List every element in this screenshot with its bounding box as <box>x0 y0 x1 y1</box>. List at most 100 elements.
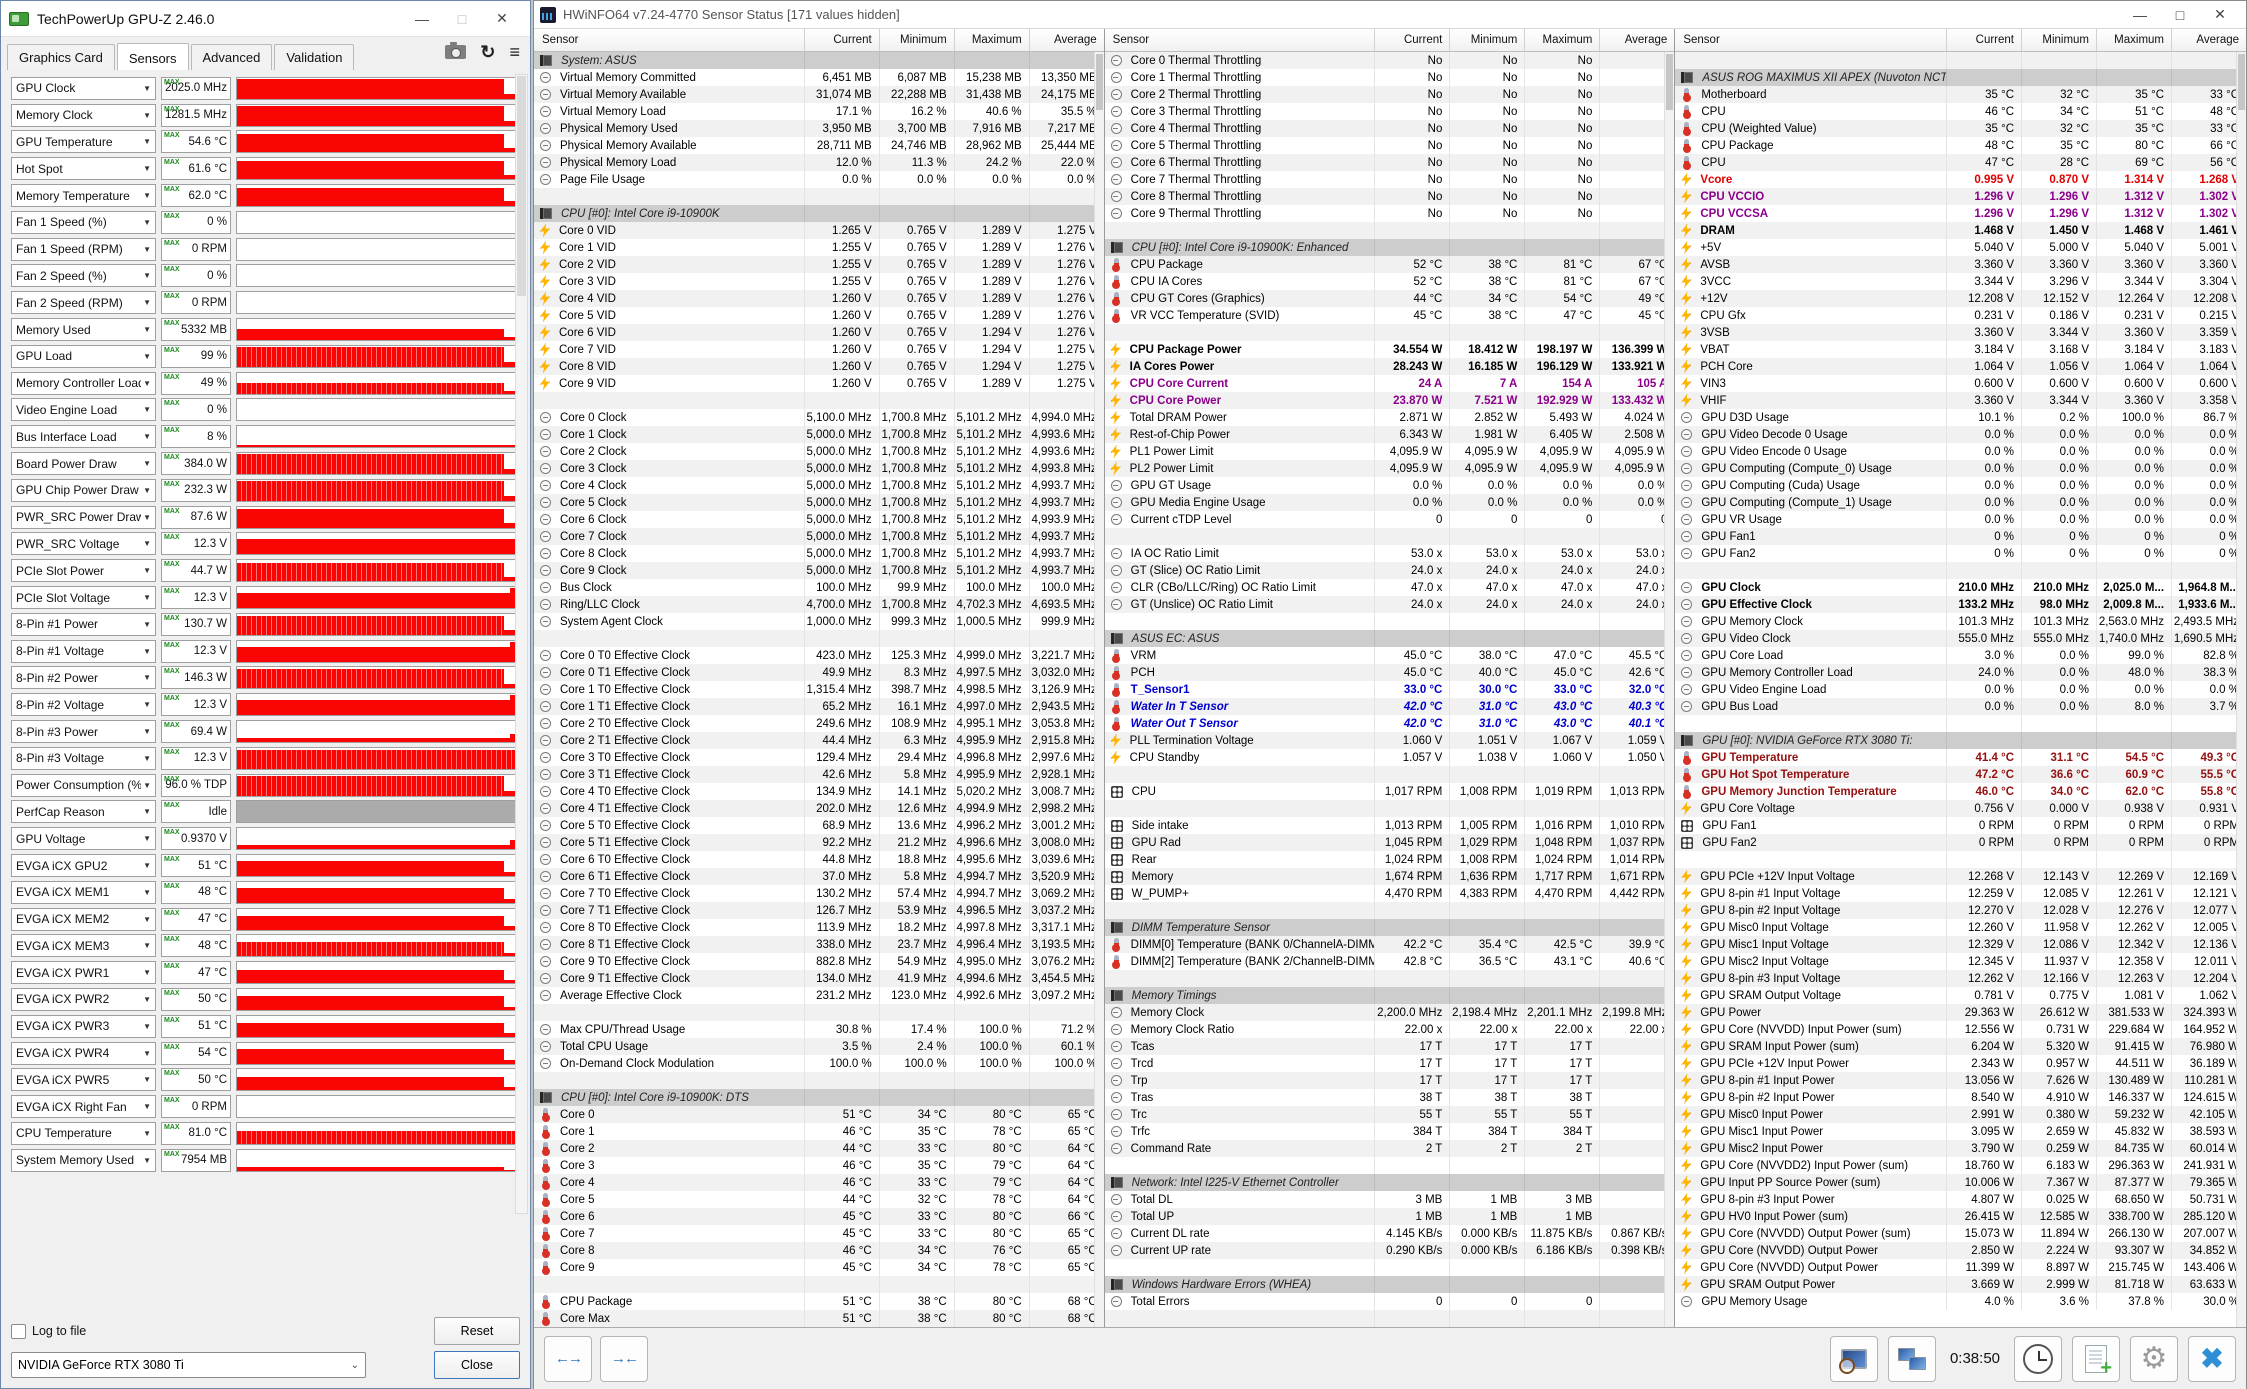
column-header-maximum[interactable]: Maximum <box>2096 29 2171 51</box>
sensor-select-dropdown[interactable]: Memory Temperature ▼ <box>11 184 156 208</box>
sensor-row[interactable]: GPU Core Voltage 0.756 V 0.000 V 0.938 V 0.9… <box>1675 800 2247 817</box>
sensor-row[interactable]: Water Out T Sensor 42.0 °C 31.0 °C 43.0 °C 4… <box>1104 715 1675 732</box>
sensor-value-box[interactable]: MAX 51 °C <box>161 1014 231 1038</box>
sensor-row[interactable]: Trc 55 T 55 T 55 T <box>1104 1106 1675 1123</box>
sensor-select-dropdown[interactable]: Video Engine Load ▼ <box>11 398 156 422</box>
sensor-row[interactable]: CPU Package 52 °C 38 °C 81 °C 67 °C <box>1104 256 1675 273</box>
sensor-row[interactable]: VIN3 0.600 V 0.600 V 0.600 V 0.600 V <box>1675 375 2247 392</box>
sensor-select-dropdown[interactable]: Fan 2 Speed (RPM) ▼ <box>11 291 156 315</box>
settings-button[interactable]: ⚙ <box>2130 1335 2178 1382</box>
sensor-row[interactable]: Physical Memory Used 3,950 MB 3,700 MB 7,91… <box>534 120 1104 137</box>
column-header-maximum[interactable]: Maximum <box>1524 29 1599 51</box>
sensor-row[interactable]: Core 7 T0 Effective Clock 130.2 MHz 57.4 M… <box>534 885 1104 902</box>
sensor-row[interactable]: GPU Video Encode 0 Usage 0.0 % 0.0 % 0.0 % 0… <box>1675 443 2247 460</box>
sensor-value-box[interactable]: MAX 54 °C <box>161 1041 231 1065</box>
sensor-row[interactable]: Average Effective Clock 231.2 MHz 123.0 MH… <box>534 987 1104 1004</box>
sensor-row[interactable]: Memory Clock 2,200.0 MHz 2,198.4 MHz 2,201.… <box>1104 1004 1675 1021</box>
minimize-icon[interactable]: — <box>415 10 429 27</box>
sensor-row[interactable]: CPU (Weighted Value) 35 °C 32 °C 35 °C 33 °C <box>1675 120 2247 137</box>
expand-columns-button[interactable]: ←→ <box>544 1335 592 1382</box>
sensor-value-box[interactable]: MAX 0 RPM <box>161 1095 231 1119</box>
sensor-row[interactable]: +5V 5.040 V 5.000 V 5.040 V 5.001 V <box>1675 239 2247 256</box>
sensor-row[interactable]: GPU Memory Clock 101.3 MHz 101.3 MHz 2,563.… <box>1675 613 2247 630</box>
sensor-value-box[interactable]: MAX 87.6 W <box>161 505 231 529</box>
sensor-row[interactable]: GPU Core (NVVDD) Output Power (sum) 15.07… <box>1675 1225 2247 1242</box>
sensor-select-dropdown[interactable]: 8-Pin #3 Power ▼ <box>11 720 156 744</box>
sensor-row[interactable]: GPU Computing (Cuda) Usage 0.0 % 0.0 % 0.0 … <box>1675 477 2247 494</box>
tab-sensors[interactable]: Sensors <box>116 43 189 71</box>
sensor-row[interactable]: GPU Hot Spot Temperature 47.2 °C 36.6 °C 60… <box>1675 766 2247 783</box>
sensor-row[interactable]: CPU 1,017 RPM 1,008 RPM 1,019 RPM 1,013 RPM <box>1104 783 1675 800</box>
sensor-value-box[interactable]: MAX Idle <box>161 800 231 824</box>
sensor-row[interactable]: Core 0 T1 Effective Clock 49.9 MHz 8.3 MHz… <box>534 664 1104 681</box>
sensor-row[interactable]: Current cTDP Level0000 <box>1104 511 1675 528</box>
column-header-minimum[interactable]: Minimum <box>2021 29 2096 51</box>
refresh-icon[interactable]: ↻ <box>480 42 496 62</box>
maximize-icon[interactable]: □ <box>457 10 467 27</box>
sensor-row[interactable]: GPU Power 29.363 W 26.612 W 381.533 W 324.39… <box>1675 1004 2247 1021</box>
sensor-row[interactable]: Memory 1,674 RPM 1,636 RPM 1,717 RPM 1,671 R… <box>1104 868 1675 885</box>
sensor-row[interactable]: GPU Fan1 0 RPM 0 RPM 0 RPM 0 RPM <box>1675 817 2247 834</box>
sensor-row[interactable]: GPU Misc1 Input Power 3.095 W 2.659 W 45.83… <box>1675 1123 2247 1140</box>
gpuz-scrollbar[interactable] <box>515 74 528 1214</box>
sensor-row[interactable]: PL1 Power Limit 4,095.9 W 4,095.9 W 4,095.9… <box>1104 443 1675 460</box>
sensor-row[interactable]: GPU HV0 Input Power (sum) 26.415 W 12.585 … <box>1675 1208 2247 1225</box>
column-header-minimum[interactable]: Minimum <box>1449 29 1524 51</box>
sensor-row[interactable]: Core 9 Thermal Throttling No No No <box>1104 205 1675 222</box>
sensor-select-dropdown[interactable]: CPU Temperature ▼ <box>11 1121 156 1145</box>
sensor-row[interactable]: Max CPU/Thread Usage 30.8 % 17.4 % 100.0 % 7… <box>534 1021 1104 1038</box>
sensor-row[interactable]: Core 9 T0 Effective Clock 882.8 MHz 54.9 M… <box>534 953 1104 970</box>
sensor-row[interactable]: GPU Memory Junction Temperature 46.0 °C 34… <box>1675 783 2247 800</box>
log-to-file-checkbox[interactable]: Log to file <box>11 1323 86 1339</box>
sensor-row[interactable]: Tras 38 T 38 T 38 T <box>1104 1089 1675 1106</box>
sensor-row[interactable]: Core 0 Clock 5,100.0 MHz 1,700.8 MHz 5,101.… <box>534 409 1104 426</box>
sensor-select-dropdown[interactable]: GPU Load ▼ <box>11 344 156 368</box>
sensor-row[interactable]: Core 8 46 °C 34 °C 76 °C 65 °C <box>534 1242 1104 1259</box>
sensor-select-dropdown[interactable]: 8-Pin #2 Power ▼ <box>11 666 156 690</box>
panel-scrollbar[interactable] <box>1093 52 1104 1327</box>
sensor-row[interactable]: GPU Fan1 0 % 0 % 0 % 0 % <box>1675 528 2247 545</box>
panel-scrollbar[interactable] <box>1664 52 1675 1327</box>
sensor-select-dropdown[interactable]: GPU Chip Power Draw ▼ <box>11 478 156 502</box>
sensor-row[interactable]: Current DL rate 4.145 KB/s 0.000 KB/s 11.87… <box>1104 1225 1675 1242</box>
sensor-row[interactable]: CPU IA Cores 52 °C 38 °C 81 °C 67 °C <box>1104 273 1675 290</box>
sensor-group-header[interactable]: Network: Intel I225-V Ethernet Controlle… <box>1104 1174 1675 1191</box>
sensor-value-box[interactable]: MAX 232.3 W <box>161 478 231 502</box>
tab-validation[interactable]: Validation <box>274 44 355 70</box>
sensor-value-box[interactable]: MAX 69.4 W <box>161 720 231 744</box>
sensor-row[interactable]: GPU Computing (Compute_1) Usage 0.0 % 0.0 … <box>1675 494 2247 511</box>
sensor-row[interactable]: CPU Package 48 °C 35 °C 80 °C 66 °C <box>1675 137 2247 154</box>
sensor-row[interactable]: Core 2 44 °C 33 °C 80 °C 64 °C <box>534 1140 1104 1157</box>
sensor-row[interactable]: Total DL 3 MB 1 MB 3 MB <box>1104 1191 1675 1208</box>
sensor-row[interactable]: Core 3 T1 Effective Clock 42.6 MHz 5.8 MHz… <box>534 766 1104 783</box>
sensor-row[interactable]: Core 0 Thermal Throttling No No No <box>1104 52 1675 69</box>
sensor-row[interactable]: GPU Media Engine Usage 0.0 % 0.0 % 0.0 % 0.0… <box>1104 494 1675 511</box>
sensor-row[interactable]: W_PUMP+ 4,470 RPM 4,383 RPM 4,470 RPM 4,442 … <box>1104 885 1675 902</box>
gpu-device-dropdown[interactable]: NVIDIA GeForce RTX 3080 Ti ⌄ <box>11 1352 366 1378</box>
sensor-row[interactable]: Virtual Memory Load 17.1 % 16.2 % 40.6 % 35.… <box>534 103 1104 120</box>
sensor-select-dropdown[interactable]: EVGA iCX MEM3 ▼ <box>11 934 156 958</box>
column-header-current[interactable]: Current <box>1374 29 1449 51</box>
column-header-sensor[interactable]: Sensor <box>1683 34 1720 46</box>
sensor-group-header[interactable]: Memory Timings <box>1104 987 1675 1004</box>
sensor-row[interactable]: Virtual Memory Committed 6,451 MB 6,087 MB… <box>534 69 1104 86</box>
sensor-row[interactable]: Core 7 Thermal Throttling No No No <box>1104 171 1675 188</box>
sensor-row[interactable]: GPU SRAM Output Power 3.669 W 2.999 W 81.71… <box>1675 1276 2247 1293</box>
sensor-row[interactable]: GPU Core (NVVDD) Input Power (sum) 12.556… <box>1675 1021 2247 1038</box>
sensor-row[interactable]: GPU 8-pin #3 Input Power 4.807 W 0.025 W 68… <box>1675 1191 2247 1208</box>
sensor-select-dropdown[interactable]: System Memory Used ▼ <box>11 1148 156 1172</box>
sensor-row[interactable]: Core 4 Clock 5,000.0 MHz 1,700.8 MHz 5,101.… <box>534 477 1104 494</box>
sensor-row[interactable]: CPU 46 °C 34 °C 51 °C 48 °C <box>1675 103 2247 120</box>
sensor-row[interactable]: GPU GT Usage 0.0 % 0.0 % 0.0 % 0.0 % <box>1104 477 1675 494</box>
sensor-select-dropdown[interactable]: EVGA iCX Right Fan ▼ <box>11 1095 156 1119</box>
menu-icon[interactable]: ≡ <box>509 42 520 62</box>
sensor-row[interactable]: VBAT 3.184 V 3.168 V 3.184 V 3.183 V <box>1675 341 2247 358</box>
sensor-select-dropdown[interactable]: EVGA iCX PWR2 ▼ <box>11 987 156 1011</box>
sensor-row[interactable]: GPU Memory Usage 4.0 % 3.6 % 37.8 % 30.0 % <box>1675 1293 2247 1310</box>
